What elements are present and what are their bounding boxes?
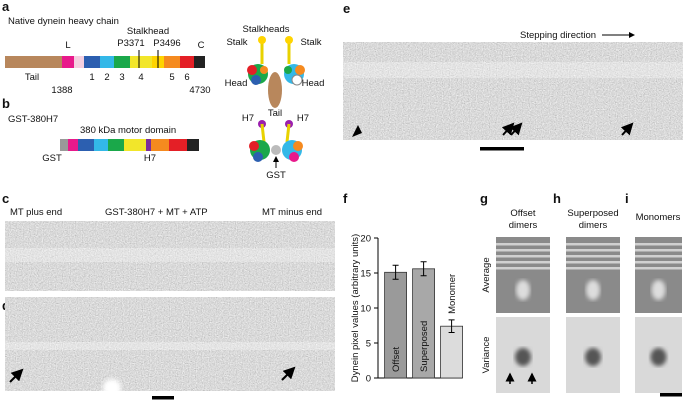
label: H7 [242, 113, 254, 124]
label: P3371 [117, 38, 144, 49]
label: Stalkhead [127, 26, 169, 37]
mt-stripe [566, 267, 620, 270]
mt-stripe [496, 243, 550, 246]
panel-label: e [343, 1, 350, 16]
label: 2 [104, 72, 109, 83]
label: Stalk [226, 37, 247, 48]
mt-stripe [566, 243, 620, 246]
variance-density [650, 348, 667, 366]
y-tick-label: 5 [366, 339, 371, 350]
label: GST [266, 170, 286, 181]
density [586, 280, 600, 300]
error-bar [392, 264, 399, 280]
panel-e: e Stepping direction [343, 1, 683, 151]
panels-g-h-i: g h i Offset dimers Superposed dimers Mono… [480, 191, 682, 397]
mt-stripe [635, 255, 682, 258]
panel-label: a [2, 0, 10, 14]
bar [440, 325, 464, 379]
y-axis-label: Dynein pixel values (arbitrary units) [350, 234, 361, 382]
label: 6 [184, 72, 189, 83]
label: 1 [89, 72, 94, 83]
title: GST-380H7 [8, 114, 58, 125]
title: Monomers [636, 212, 681, 223]
category-label: Offset [391, 346, 402, 372]
label: H7 [144, 153, 156, 164]
label: 4730 [189, 85, 210, 96]
panel-c: c MT plus end GST-380H7 + MT + ATP MT mi… [2, 191, 335, 291]
title: Native dynein heavy chain [8, 16, 119, 27]
mt-stripe [496, 249, 550, 252]
label: 380 kDa motor domain [80, 125, 176, 136]
label: 4 [138, 72, 143, 83]
mt-stripe [566, 255, 620, 258]
label: Tail [25, 72, 39, 83]
label: P3496 [153, 38, 180, 49]
average-image [566, 237, 620, 313]
title: Superposed dimers [567, 208, 618, 231]
label: Head [225, 78, 248, 89]
label: C [198, 40, 205, 51]
mt-stripe [635, 249, 682, 252]
error-bar [448, 319, 455, 333]
row-label: Variance [481, 337, 492, 374]
label: MT plus end [10, 207, 62, 218]
row-label: Average [481, 257, 492, 292]
label: L [65, 40, 70, 51]
mt-stripe [635, 267, 682, 270]
label: GST-380H7 + MT + ATP [105, 207, 208, 218]
y-tick-label: 20 [360, 234, 371, 245]
panel-a: a Native dynein heavy chain L Stalkhead … [2, 0, 324, 119]
label: Head [302, 78, 325, 89]
panel-label: f [343, 191, 348, 206]
label: 3 [119, 72, 124, 83]
y-tick-label: 0 [366, 374, 371, 385]
y-tick-label: 15 [360, 269, 371, 280]
mt-stripe [496, 255, 550, 258]
mt-stripe [566, 249, 620, 252]
title: Offset dimers [509, 208, 538, 231]
average-image [635, 237, 682, 313]
mt-stripe [496, 267, 550, 270]
panel-label: i [625, 191, 629, 206]
variance-density [585, 348, 601, 366]
mt-stripe [566, 261, 620, 264]
error-bar [420, 261, 427, 277]
label: Stepping direction [520, 30, 596, 41]
label: Stalkheads [242, 24, 289, 35]
variance-density [515, 348, 531, 366]
panel-d: d [2, 297, 335, 400]
label: H7 [297, 113, 309, 124]
mt-stripe [635, 261, 682, 264]
density [516, 280, 530, 300]
label: MT minus end [262, 207, 322, 218]
panel-label: c [2, 191, 9, 206]
mt-stripe [635, 243, 682, 246]
category-label: Superposed [419, 321, 430, 372]
panel-label: h [553, 191, 561, 206]
label: 1388 [51, 85, 72, 96]
label: GST [42, 153, 62, 164]
mt-stripe [496, 261, 550, 264]
label: Stalk [300, 37, 321, 48]
label: 5 [169, 72, 174, 83]
panel-b: b GST-380H7 380 kDa motor domain GST H7 … [2, 96, 309, 181]
y-tick-label: 10 [360, 304, 371, 315]
density [651, 280, 666, 300]
category-label: Monomer [447, 274, 458, 314]
average-image [496, 237, 550, 313]
label: Tail [268, 108, 282, 119]
panel-label: g [480, 191, 488, 206]
panel-label: b [2, 96, 10, 111]
